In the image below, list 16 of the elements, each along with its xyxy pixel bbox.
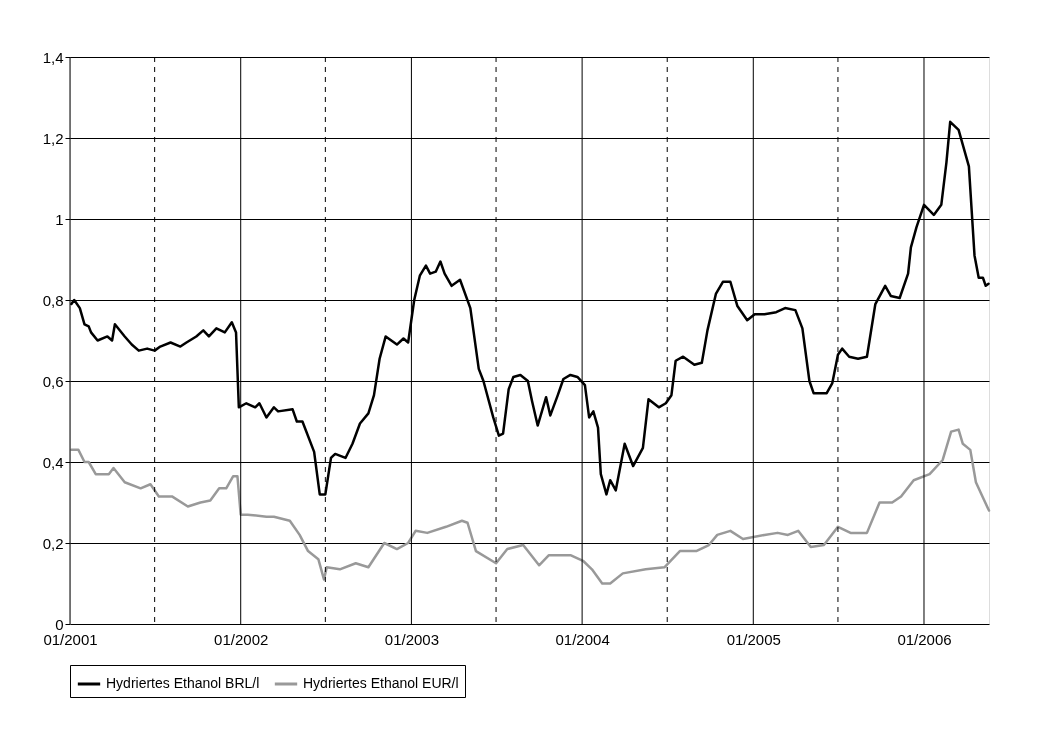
x-tick-label: 01/2005 — [726, 630, 781, 648]
y-tick-label: 0 — [55, 615, 64, 633]
y-tick-label: 0,6 — [42, 372, 64, 390]
x-tick-label: 01/2002 — [214, 630, 269, 648]
y-tick-label: 0,2 — [42, 534, 64, 552]
y-tick-label: 1 — [55, 210, 64, 228]
x-tick-label: 01/2001 — [43, 630, 98, 648]
legend-label: Hydriertes Ethanol EUR/l — [303, 675, 459, 691]
legend-label: Hydriertes Ethanol BRL/l — [106, 675, 260, 691]
x-tick-label: 01/2006 — [897, 630, 952, 648]
y-tick-label: 0,8 — [42, 291, 64, 309]
y-tick-label: 1,2 — [42, 129, 64, 147]
y-tick-label: 1,4 — [42, 48, 64, 66]
x-tick-label: 01/2003 — [384, 630, 440, 648]
y-tick-label: 0,4 — [42, 453, 64, 471]
x-tick-label: 01/2004 — [555, 630, 610, 648]
